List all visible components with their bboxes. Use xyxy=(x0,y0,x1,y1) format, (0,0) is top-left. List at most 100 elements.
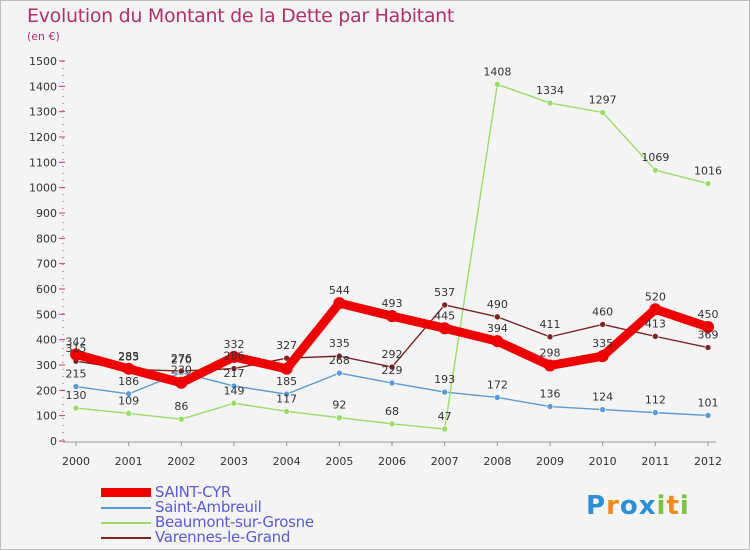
data-label-beaumont-sur-grosne: 1408 xyxy=(483,65,511,78)
data-point-varennes-le-grand xyxy=(388,363,396,371)
legend-swatch-beaumont-sur-grosne xyxy=(101,521,151,524)
legend: SAINT-CYR Saint-Ambreuil Beaumont-sur-Gr… xyxy=(101,485,314,545)
data-label-varennes-le-grand: 335 xyxy=(329,337,350,350)
data-label-saint-ambreuil: 270 xyxy=(171,354,192,367)
x-tick-label: 2004 xyxy=(273,455,301,468)
legend-swatch-varennes-le-grand xyxy=(101,536,151,539)
y-tick-label: 300 xyxy=(36,359,57,372)
data-point-beaumont-sur-grosne xyxy=(125,410,132,417)
data-point-beaumont-sur-grosne xyxy=(704,180,712,187)
chart-title: Evolution du Montant de la Dette par Hab… xyxy=(27,5,455,27)
data-label-saint-ambreuil: 186 xyxy=(118,375,139,388)
legend-swatch-saint-cyr xyxy=(101,488,151,497)
data-label-beaumont-sur-grosne: 68 xyxy=(385,405,399,418)
x-tick-label: 2000 xyxy=(62,455,90,468)
data-point-beaumont-sur-grosne xyxy=(494,81,501,88)
y-tick-label: 1400 xyxy=(29,80,57,93)
data-label-saint-ambreuil: 112 xyxy=(645,394,666,407)
x-tick-label: 2011 xyxy=(641,455,669,468)
y-tick-label: 100 xyxy=(36,410,57,423)
y-tick-label: 600 xyxy=(36,283,57,296)
data-label-saint-cyr: 544 xyxy=(329,284,350,297)
x-tick-label: 2005 xyxy=(325,455,353,468)
data-label-saint-ambreuil: 172 xyxy=(487,378,508,391)
data-point-saint-ambreuil xyxy=(599,406,606,413)
data-point-beaumont-sur-grosne xyxy=(441,425,448,433)
data-point-beaumont-sur-grosne xyxy=(72,404,80,412)
data-point-saint-ambreuil xyxy=(652,409,659,416)
data-label-varennes-le-grand: 276 xyxy=(171,352,192,365)
legend-item-saint-ambreuil: Saint-Ambreuil xyxy=(101,500,314,515)
legend-item-beaumont-sur-grosne: Beaumont-sur-Grosne xyxy=(101,515,314,530)
data-label-saint-cyr: 520 xyxy=(645,290,666,303)
data-label-saint-ambreuil: 193 xyxy=(434,373,455,386)
y-tick-label: 1300 xyxy=(29,106,57,119)
y-tick-label: 1200 xyxy=(29,131,57,144)
data-label-beaumont-sur-grosne: 117 xyxy=(276,392,297,405)
data-label-beaumont-sur-grosne: 1069 xyxy=(641,151,669,164)
data-point-varennes-le-grand xyxy=(599,321,606,328)
legend-swatch-saint-ambreuil xyxy=(101,506,151,509)
data-label-beaumont-sur-grosne: 130 xyxy=(66,389,87,402)
data-point-varennes-le-grand xyxy=(546,333,554,341)
data-label-saint-cyr: 230 xyxy=(171,364,192,377)
x-tick-label: 2009 xyxy=(536,455,564,468)
x-tick-label: 2003 xyxy=(220,455,248,468)
y-tick-label: 400 xyxy=(36,334,57,347)
x-tick-label: 2010 xyxy=(589,455,617,468)
x-tick-label: 2001 xyxy=(115,455,143,468)
data-point-saint-cyr xyxy=(386,310,398,323)
data-label-varennes-le-grand: 413 xyxy=(645,317,666,330)
x-tick-label: 2002 xyxy=(167,455,195,468)
data-label-saint-ambreuil: 268 xyxy=(329,354,350,367)
data-point-saint-ambreuil xyxy=(494,394,501,401)
y-tick-label: 1500 xyxy=(29,55,57,68)
data-label-varennes-le-grand: 411 xyxy=(540,318,561,331)
data-point-saint-ambreuil xyxy=(546,403,554,410)
data-label-saint-ambreuil: 101 xyxy=(698,396,719,409)
data-point-varennes-le-grand xyxy=(494,313,501,321)
data-point-saint-cyr xyxy=(228,350,240,363)
data-point-saint-ambreuil xyxy=(230,382,238,390)
data-label-saint-cyr: 285 xyxy=(118,350,139,363)
data-label-beaumont-sur-grosne: 1334 xyxy=(536,84,564,97)
data-point-varennes-le-grand xyxy=(704,344,712,351)
data-point-saint-cyr xyxy=(649,303,662,316)
data-label-beaumont-sur-grosne: 1016 xyxy=(694,165,722,178)
data-label-saint-ambreuil: 185 xyxy=(276,375,297,388)
data-label-saint-cyr: 445 xyxy=(434,309,455,322)
data-point-saint-ambreuil xyxy=(704,412,712,419)
data-point-saint-cyr xyxy=(280,362,293,375)
data-label-saint-cyr: 450 xyxy=(698,308,719,321)
data-point-varennes-le-grand xyxy=(336,352,343,360)
legend-label-beaumont-sur-grosne: Beaumont-sur-Grosne xyxy=(155,513,314,531)
data-label-saint-ambreuil: 217 xyxy=(224,367,245,380)
data-point-beaumont-sur-grosne xyxy=(178,415,185,423)
y-tick-label: 700 xyxy=(36,258,57,271)
data-point-saint-cyr xyxy=(175,376,188,389)
data-label-saint-cyr: 332 xyxy=(224,338,245,351)
data-point-beaumont-sur-grosne xyxy=(388,420,396,428)
data-label-saint-ambreuil: 215 xyxy=(66,368,87,381)
data-point-saint-cyr xyxy=(702,321,714,333)
data-point-saint-cyr xyxy=(70,348,82,361)
y-tick-label: 500 xyxy=(36,308,57,321)
data-label-saint-ambreuil: 229 xyxy=(382,364,403,377)
data-label-beaumont-sur-grosne: 1297 xyxy=(589,93,617,106)
data-point-saint-cyr xyxy=(544,359,556,372)
x-tick-label: 2006 xyxy=(378,455,406,468)
data-label-varennes-le-grand: 490 xyxy=(487,298,508,311)
data-point-saint-ambreuil xyxy=(72,383,80,390)
data-label-saint-cyr: 394 xyxy=(487,322,508,335)
data-label-saint-cyr: 493 xyxy=(382,297,403,310)
data-point-beaumont-sur-grosne xyxy=(230,399,238,407)
y-tick-label: 1100 xyxy=(29,156,57,169)
y-tick-label: 200 xyxy=(36,384,57,397)
data-point-saint-ambreuil xyxy=(441,388,448,396)
x-tick-label: 2008 xyxy=(483,455,511,468)
data-point-saint-ambreuil xyxy=(283,390,290,398)
data-point-saint-cyr xyxy=(491,335,504,348)
data-label-beaumont-sur-grosne: 92 xyxy=(332,399,346,412)
